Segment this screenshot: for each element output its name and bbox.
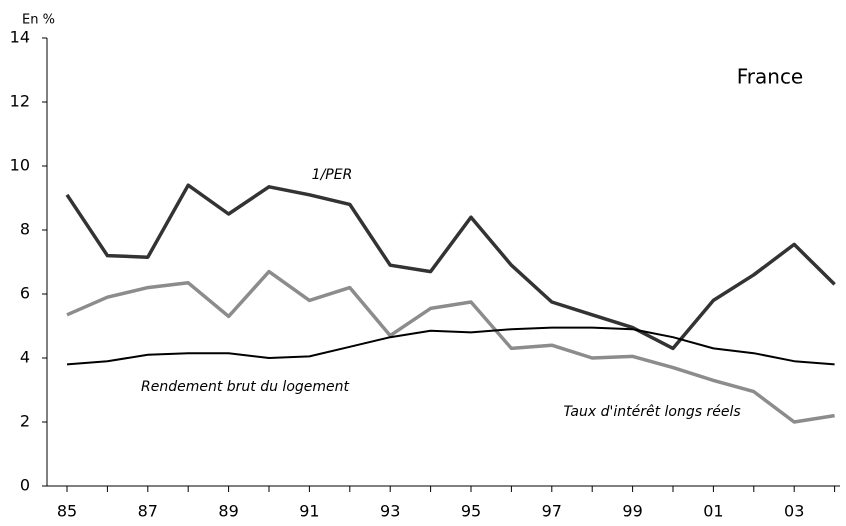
x-tick-label: 03 [784,502,804,521]
x-tick-label: 87 [138,502,158,521]
y-tick-label: 12 [10,92,30,111]
y-tick-label: 14 [10,28,30,47]
x-tick-label: 97 [542,502,562,521]
x-tick-label: 85 [57,502,77,521]
y-tick-label: 10 [10,156,30,175]
axis-label: En % [22,13,55,28]
series-label: Rendement brut du logement [141,379,350,395]
y-tick-label: 4 [20,348,30,367]
x-tick-label: 93 [380,502,400,521]
y-tick-label: 2 [20,412,30,431]
series-label: 1/PER [312,167,353,183]
series-line [66,326,835,366]
y-tick-label: 8 [20,220,30,239]
annotation: France [737,65,804,89]
x-tick-label: 99 [622,502,642,521]
x-tick-label: 95 [461,502,481,521]
series-line [65,183,836,351]
x-tick-label: 89 [218,502,238,521]
x-tick-label: 91 [299,502,319,521]
y-tick-label: 6 [20,284,30,303]
series-line [66,269,835,424]
series-label: Taux d'intérêt longs réels [563,404,740,420]
x-tick-label: 01 [703,502,723,521]
y-tick-label: 0 [20,476,30,495]
